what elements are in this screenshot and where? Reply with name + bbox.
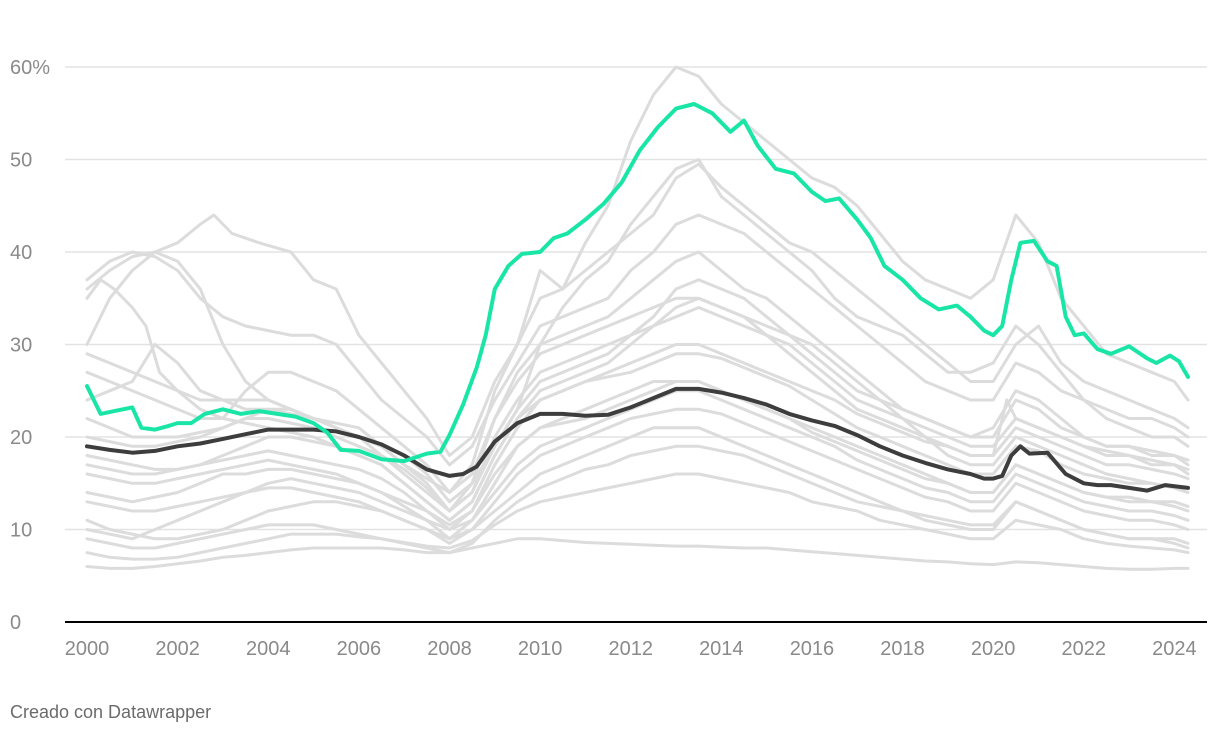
y-tick-label-50: 50 — [10, 150, 32, 172]
y-tick-label-60: 60% — [10, 57, 50, 79]
x-tick-label-2016: 2016 — [790, 638, 835, 660]
x-tick-label-2000: 2000 — [65, 638, 110, 660]
x-tick-label-2008: 2008 — [427, 638, 472, 660]
x-tick-label-2012: 2012 — [608, 638, 653, 660]
y-tick-label-10: 10 — [10, 520, 32, 542]
series-line-s3 — [85, 65, 1190, 494]
series-line-s15 — [85, 296, 1190, 522]
grid-lines — [65, 66, 1207, 531]
series-line-s16 — [85, 278, 1190, 513]
series-line-s10 — [85, 407, 1190, 545]
y-axis-tick-labels: 0 10 20 30 40 50 60% — [10, 57, 50, 634]
footer-credit: Creado con Datawrapper — [10, 702, 212, 722]
highlighted-series-group — [85, 102, 1190, 493]
series-line-s20 — [85, 296, 1190, 494]
series-line-s12 — [85, 537, 1190, 571]
series-line-s5 — [85, 213, 1190, 467]
series-line-s21 — [85, 380, 1190, 527]
x-tick-label-2022: 2022 — [1062, 638, 1107, 660]
x-tick-label-2018: 2018 — [880, 638, 925, 660]
y-tick-label-30: 30 — [10, 335, 32, 357]
y-tick-label-0: 0 — [10, 612, 21, 634]
x-tick-label-2004: 2004 — [246, 638, 291, 660]
series-line-highlight — [85, 102, 1190, 464]
background-series-group — [85, 65, 1190, 571]
series-line-s14 — [85, 426, 1190, 545]
x-tick-label-2006: 2006 — [337, 638, 382, 660]
series-line-s18 — [85, 472, 1190, 561]
series-line-s19 — [85, 278, 1190, 522]
series-line-average — [85, 386, 1190, 493]
x-tick-label-2002: 2002 — [155, 638, 200, 660]
series-line-s4 — [85, 162, 1190, 457]
y-tick-label-40: 40 — [10, 242, 32, 264]
x-tick-label-2010: 2010 — [518, 638, 563, 660]
series-line-s13 — [85, 158, 1190, 504]
x-tick-label-2024: 2024 — [1152, 638, 1197, 660]
x-tick-label-2014: 2014 — [699, 638, 744, 660]
series-line-s6 — [85, 250, 1190, 513]
y-tick-label-20: 20 — [10, 427, 32, 449]
series-line-s8 — [85, 352, 1190, 531]
x-tick-label-2020: 2020 — [971, 638, 1016, 660]
x-axis-tick-labels: 2000 2002 2004 2006 2008 2010 2012 2014 2016 2018… — [65, 638, 1197, 660]
